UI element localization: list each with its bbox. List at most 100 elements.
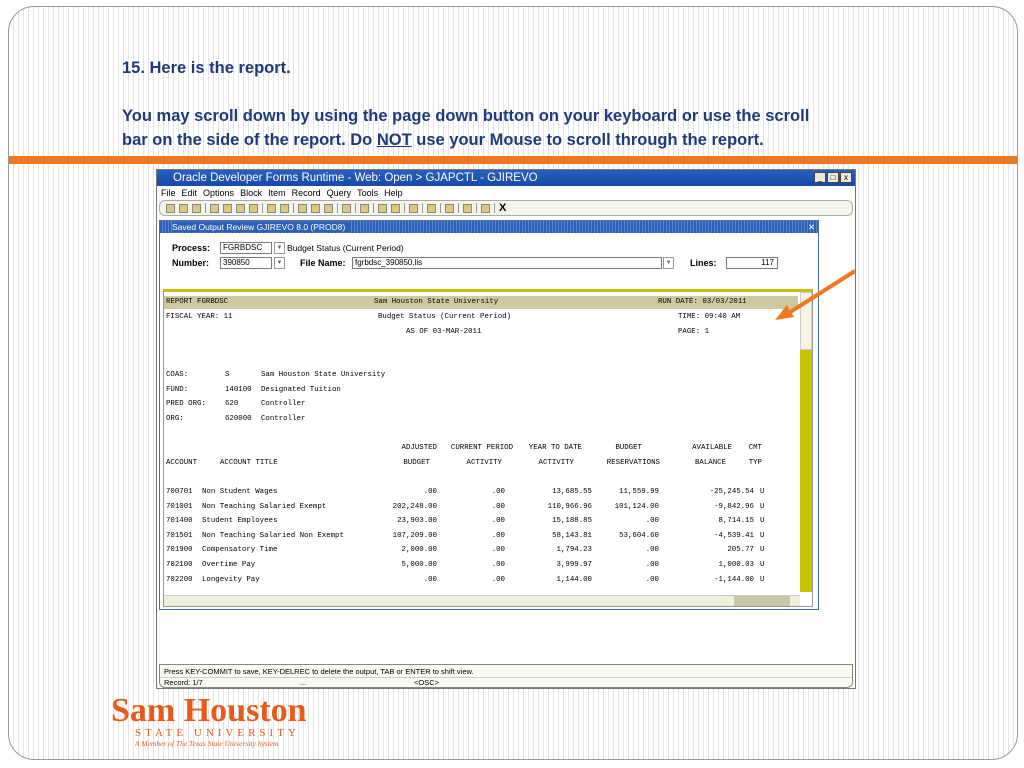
menu-file[interactable]: File	[161, 188, 176, 198]
amount-cell: 5,000.00	[401, 561, 437, 569]
toolbar-button-icon[interactable]	[463, 203, 472, 213]
toolbar-button-icon[interactable]	[280, 203, 289, 213]
status-message: Press KEY-COMMIT to save, KEY-DELREC to …	[164, 667, 474, 676]
amount-cell: 110,966.96	[547, 502, 592, 511]
menu-item[interactable]: Item	[268, 188, 286, 198]
window-titlebar: Oracle Developer Forms Runtime - Web: Op…	[157, 170, 855, 186]
pointer-arrow-icon	[775, 269, 857, 320]
report-text: ADJUSTED	[401, 444, 437, 452]
toolbar-button-icon[interactable]	[298, 203, 307, 213]
amount-cell: .00	[645, 517, 659, 526]
mode-indicator: <OSC>	[414, 678, 440, 687]
toolbar-button-icon[interactable]	[445, 203, 454, 213]
toolbar-button-icon[interactable]	[179, 203, 188, 213]
report-text: ACTIVITY	[466, 459, 502, 467]
process-dropdown-icon[interactable]: ▼	[274, 242, 285, 254]
process-description: Budget Status (Current Period)	[287, 243, 404, 253]
amount-cell: 1,000.03	[718, 561, 754, 569]
amount-cell: 101,124.00	[614, 502, 659, 511]
orange-divider	[9, 156, 1017, 164]
amount-cell: .00	[491, 517, 505, 526]
toolbar-button-icon[interactable]	[427, 203, 436, 213]
amount-cell: 1,144.00	[556, 575, 592, 584]
instruction-text: use your Mouse to scroll through the rep…	[411, 131, 764, 149]
report-text: 620000	[225, 415, 252, 424]
toolbar-button-icon[interactable]	[342, 203, 351, 213]
window-title: Oracle Developer Forms Runtime - Web: Op…	[173, 172, 538, 184]
step-heading: 15. Here is the report.	[122, 59, 291, 77]
toolbar-button-icon[interactable]	[267, 203, 276, 213]
report-text: FUND:	[166, 385, 189, 394]
account-title: Overtime Pay	[202, 561, 256, 569]
filename-field[interactable]: fgrbdsc_390850.lis	[352, 257, 662, 269]
instruction-line-1: You may scroll down by using the page do…	[122, 107, 810, 125]
toolbar-button-icon[interactable]	[223, 203, 232, 213]
maximize-button[interactable]: □	[827, 172, 839, 183]
amount-cell: 58,143.81	[552, 531, 592, 540]
amount-cell: .00	[423, 488, 437, 496]
amount-cell: -25,245.54	[709, 488, 754, 496]
menu-query[interactable]: Query	[326, 188, 352, 198]
menu-tools[interactable]: Tools	[357, 188, 379, 198]
filename-dropdown-icon[interactable]: ▼	[663, 257, 674, 269]
saved-output-review-form: Saved Output Review GJIREVO 8.0 (PROD8) ✕…	[159, 220, 819, 610]
cmt-type: U	[760, 488, 765, 496]
amount-cell: .00	[491, 531, 505, 540]
amount-cell: .00	[491, 488, 505, 496]
process-field[interactable]: FGRBDSC	[220, 242, 272, 254]
minimize-button[interactable]: _	[814, 172, 826, 183]
report-text: ACTIVITY	[538, 459, 574, 467]
report-text: Controller	[261, 400, 306, 409]
horizontal-scrollbar[interactable]	[164, 595, 800, 606]
report-text: AS OF 03-MAR-2011	[406, 328, 482, 336]
amount-cell: 1,794.23	[556, 546, 592, 555]
cmt-type: U	[760, 502, 765, 511]
toolbar-button-icon[interactable]	[391, 203, 400, 213]
vertical-scrollbar[interactable]	[800, 292, 812, 592]
number-dropdown-icon[interactable]: ▼	[274, 257, 285, 269]
lines-field[interactable]: 117	[726, 257, 778, 269]
scroll-thumb[interactable]	[734, 596, 790, 606]
menu-record[interactable]: Record	[291, 188, 321, 198]
toolbar-button-icon[interactable]	[249, 203, 258, 213]
toolbar-button-icon[interactable]	[166, 203, 175, 213]
toolbar-button-icon[interactable]	[378, 203, 387, 213]
report-text: Budget Status (Current Period)	[378, 313, 512, 321]
account-title: Compensatory Time	[202, 546, 278, 555]
amount-cell: .00	[491, 561, 505, 569]
report-viewer[interactable]: REPORT FGRBDSC Sam Houston State Universi…	[163, 289, 813, 607]
toolbar-button-icon[interactable]	[311, 203, 320, 213]
report-text: Sam Houston State University	[374, 298, 499, 306]
menu-block[interactable]: Block	[240, 188, 263, 198]
university-logo: Sam Houston STATE UNIVERSITY A Member of…	[111, 694, 307, 749]
instructions: You may scroll down by using the page do…	[122, 104, 809, 152]
oracle-forms-window: Oracle Developer Forms Runtime - Web: Op…	[156, 169, 856, 689]
number-field[interactable]: 390850	[220, 257, 272, 269]
form-title: Saved Output Review GJIREVO 8.0 (PROD8)	[172, 222, 350, 232]
toolbar-button-icon[interactable]	[409, 203, 418, 213]
record-indicator: Record: 1/7	[164, 678, 203, 687]
report-text: PRED ORG:	[166, 400, 206, 409]
toolbar-button-icon[interactable]	[192, 203, 201, 213]
status-bar: Press KEY-COMMIT to save, KEY-DELREC to …	[159, 664, 853, 688]
exit-button[interactable]: X	[499, 201, 507, 214]
toolbar-separator	[205, 203, 206, 213]
close-form-icon[interactable]: ✕	[807, 222, 815, 232]
toolbar-button-icon[interactable]	[481, 203, 490, 213]
menu-help[interactable]: Help	[384, 188, 403, 198]
process-label: Process:	[172, 243, 211, 253]
scroll-thumb[interactable]	[800, 292, 812, 350]
menu-options[interactable]: Options	[203, 188, 235, 198]
menu-edit[interactable]: Edit	[181, 188, 198, 198]
logo-tagline: A Member of The Texas State University S…	[135, 739, 279, 748]
account-code: 701501	[166, 531, 193, 540]
amount-cell: -9,842.96	[714, 502, 754, 511]
toolbar-button-icon[interactable]	[210, 203, 219, 213]
toolbar-button-icon[interactable]	[324, 203, 333, 213]
amount-cell: 53,604.60	[619, 531, 659, 540]
amount-cell: .00	[491, 502, 505, 511]
toolbar-button-icon[interactable]	[236, 203, 245, 213]
report-text: Designated Tuition	[261, 385, 341, 394]
toolbar-button-icon[interactable]	[360, 203, 369, 213]
close-button[interactable]: x	[840, 172, 852, 183]
